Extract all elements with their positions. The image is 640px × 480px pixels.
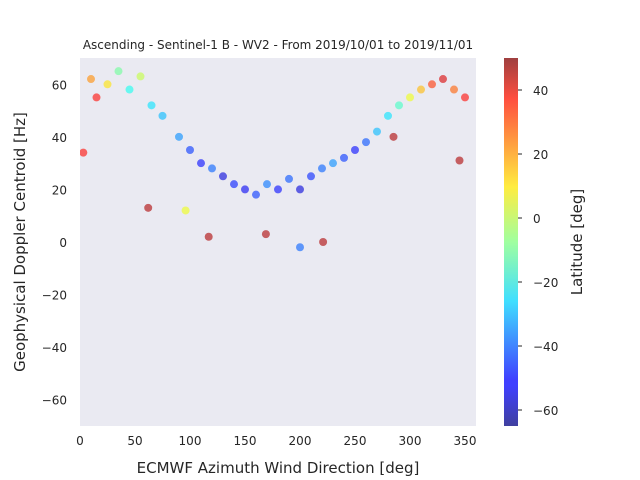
colorbar-tick-label: −60 (533, 404, 558, 418)
scatter-point (417, 85, 425, 94)
scatter-point (329, 159, 337, 168)
x-tick-label: 100 (179, 434, 202, 448)
x-axis-ticks: 0 50 100 150 200 250 300 350 (76, 434, 476, 448)
scatter-point (175, 132, 183, 141)
y-tick-label: −60 (42, 394, 67, 408)
colorbar-tick-label: 0 (533, 212, 541, 226)
colorbar (504, 58, 518, 426)
scatter-point (296, 185, 304, 194)
scatter-point (319, 238, 328, 246)
scatter-points (80, 67, 469, 252)
scatter-point (186, 146, 194, 154)
scatter-point (181, 206, 190, 215)
scatter-point (373, 127, 381, 136)
scatter-point (389, 132, 398, 141)
colorbar-label: Latitude [deg] (568, 189, 586, 295)
colorbar-tick-label: 20 (533, 148, 548, 162)
scatter-point (439, 75, 447, 84)
scatter-point (406, 93, 414, 102)
scatter-point (241, 185, 249, 194)
scatter-point (274, 185, 282, 194)
y-tick-label: −40 (42, 341, 67, 355)
scatter-point (136, 72, 145, 81)
y-axis-ticks: 60 40 20 0 −20 −40 −60 (42, 78, 67, 407)
scatter-point (114, 67, 123, 76)
scatter-point (296, 243, 304, 252)
scatter-point (351, 146, 359, 154)
x-tick-label: 350 (454, 434, 477, 448)
scatter-point (455, 156, 464, 165)
x-tick-label: 50 (127, 434, 142, 448)
scatter-point (103, 80, 112, 89)
scatter-point (395, 101, 403, 110)
scatter-point (450, 85, 458, 94)
colorbar-tick-label: −20 (533, 276, 558, 290)
y-tick-label: −20 (42, 289, 67, 303)
scatter-point (362, 138, 370, 147)
x-tick-label: 250 (344, 434, 367, 448)
y-tick-label: 0 (59, 236, 67, 250)
scatter-point (384, 111, 392, 120)
chart-title: Ascending - Sentinel-1 B - WV2 - From 20… (83, 38, 473, 52)
scatter-point (230, 180, 238, 189)
scatter-point (92, 93, 101, 102)
y-tick-label: 60 (52, 78, 67, 92)
scatter-point (147, 101, 156, 110)
x-tick-label: 150 (234, 434, 257, 448)
x-axis-label: ECMWF Azimuth Wind Direction [deg] (137, 459, 420, 477)
y-tick-label: 20 (52, 183, 67, 197)
scatter-point (263, 180, 271, 189)
scatter-point (252, 190, 260, 199)
colorbar-tick-label: −40 (533, 340, 558, 354)
scatter-point (219, 172, 227, 181)
x-tick-label: 200 (289, 434, 312, 448)
x-tick-label: 0 (76, 434, 84, 448)
scatter-point (197, 159, 205, 168)
scatter-point (318, 164, 326, 173)
y-axis-label: Geophysical Doppler Centroid [Hz] (11, 112, 29, 372)
scatter-point (158, 111, 167, 120)
scatter-point (461, 93, 469, 102)
scatter-point (144, 203, 153, 212)
scatter-point (87, 75, 95, 84)
colorbar-tick-label: 40 (533, 84, 548, 98)
scatter-point (307, 172, 315, 181)
plot-area (80, 58, 476, 426)
scatter-point (80, 148, 88, 157)
scatter-point (261, 230, 270, 239)
scatter-point (285, 174, 293, 183)
x-tick-label: 300 (399, 434, 422, 448)
scatter-point (125, 85, 134, 94)
y-tick-label: 40 (52, 131, 67, 145)
colorbar-ticks: 40 20 0 −20 −40 −60 (518, 84, 558, 418)
scatter-point (428, 80, 436, 89)
scatter-point (340, 153, 348, 162)
scatter-point (204, 232, 213, 241)
scatter-point (208, 164, 216, 173)
